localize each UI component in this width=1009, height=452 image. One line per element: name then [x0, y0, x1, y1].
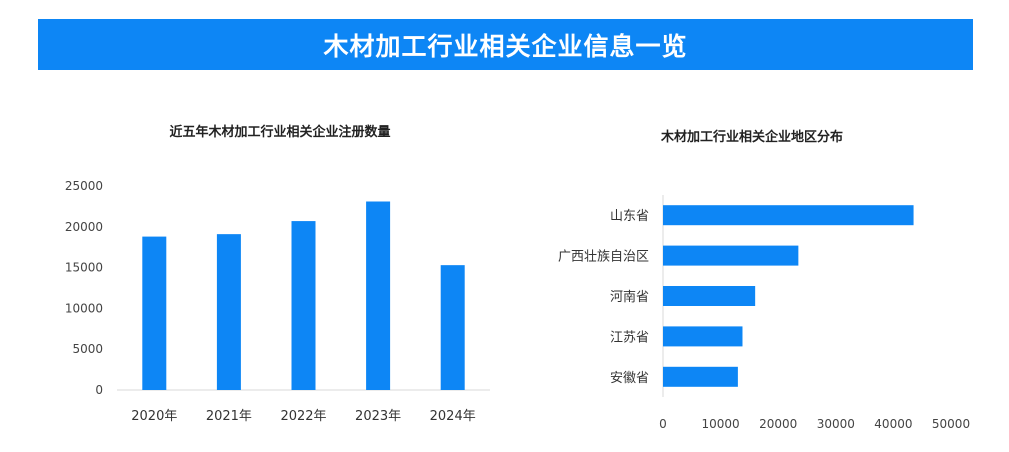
y-tick-label: 广西壮族自治区 [558, 249, 649, 265]
bar [291, 221, 316, 390]
title-banner: 木材加工行业相关企业信息一览 [38, 19, 973, 70]
x-tick-label: 2022年 [280, 409, 326, 424]
bar [366, 201, 391, 390]
bar-chart-title: 近五年木材加工行业相关企业注册数量 [169, 125, 391, 140]
bar [663, 245, 799, 266]
y-tick-label: 安徽省 [610, 371, 649, 386]
bar [440, 265, 465, 390]
y-tick-label: 河南省 [610, 289, 649, 305]
bar [663, 326, 743, 347]
y-tick-label: 5000 [72, 342, 103, 356]
x-tick-label: 40000 [874, 417, 912, 431]
y-tick-label: 15000 [65, 261, 103, 275]
bar [663, 366, 738, 387]
x-tick-label: 2023年 [355, 409, 401, 424]
x-tick-label: 2024年 [430, 409, 476, 424]
y-tick-label: 0 [95, 383, 103, 397]
y-tick-label: 20000 [65, 220, 103, 234]
bar [216, 234, 241, 390]
bar [142, 236, 167, 390]
hbar-chart-title: 木材加工行业相关企业地区分布 [660, 130, 844, 145]
y-tick-label: 山东省 [610, 209, 649, 224]
x-tick-label: 2021年 [206, 409, 252, 424]
page-title: 木材加工行业相关企业信息一览 [323, 31, 688, 61]
x-tick-label: 10000 [702, 417, 740, 431]
y-tick-label: 10000 [65, 301, 103, 315]
x-tick-label: 2020年 [131, 409, 177, 424]
y-tick-label: 25000 [65, 179, 103, 193]
x-tick-label: 20000 [759, 417, 797, 431]
x-tick-label: 50000 [932, 417, 970, 431]
bar [663, 286, 756, 306]
y-tick-label: 江苏省 [610, 329, 649, 345]
x-tick-label: 30000 [817, 417, 855, 431]
x-tick-label: 0 [659, 417, 667, 431]
bar [663, 205, 914, 226]
